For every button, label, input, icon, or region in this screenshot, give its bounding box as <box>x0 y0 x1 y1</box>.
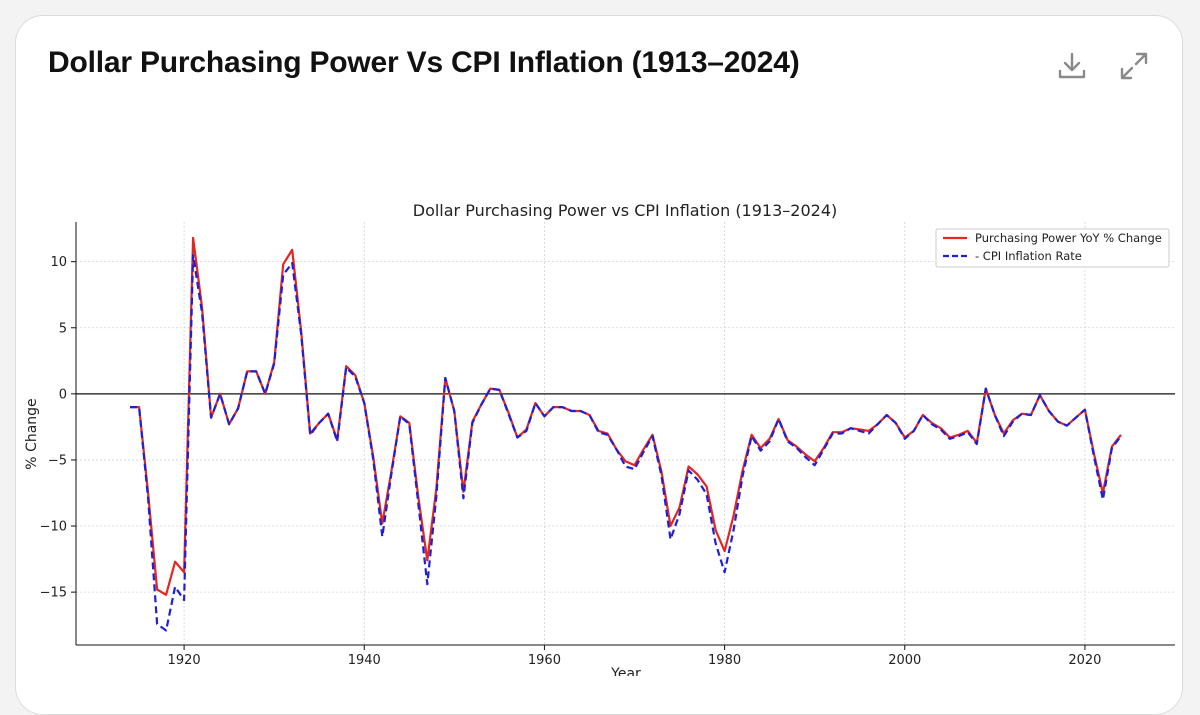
y-tick-label: 0 <box>59 387 67 402</box>
expand-icon <box>1120 52 1148 80</box>
x-axis-label: Year <box>610 666 641 676</box>
y-tick-label: 10 <box>50 255 67 270</box>
download-icon <box>1058 52 1086 79</box>
x-tick-label: 2020 <box>1068 653 1101 668</box>
series-lines <box>130 236 1122 632</box>
y-tick-label: −10 <box>40 520 67 535</box>
series-line-cpi-inflation <box>130 253 1122 632</box>
y-tick-label: −15 <box>40 586 67 601</box>
legend-label-cpi-inflation: - CPI Inflation Rate <box>975 249 1082 263</box>
legend-box <box>935 228 1170 268</box>
series-line-purchasing-power <box>130 236 1122 596</box>
chart: Dollar Purchasing Power vs CPI Inflation… <box>24 201 1175 676</box>
x-tick-label: 1960 <box>528 653 561 668</box>
expand-button[interactable] <box>1114 46 1154 86</box>
legend-label-purchasing-power: Purchasing Power YoY % Change <box>975 231 1162 245</box>
download-button[interactable] <box>1052 46 1092 86</box>
legend: Purchasing Power YoY % Change - CPI Infl… <box>935 228 1170 268</box>
y-tick-label: −5 <box>48 453 67 468</box>
x-tick-label: 2000 <box>888 653 921 668</box>
card-title: Dollar Purchasing Power Vs CPI Inflation… <box>48 46 800 79</box>
axes: 1920 1940 1960 1980 2000 2020 10 5 0 −5 −10 −15 <box>40 222 1175 668</box>
x-tick-label: 1980 <box>708 653 741 668</box>
chart-card: Dollar Purchasing Power Vs CPI Inflation… <box>15 15 1183 715</box>
grid-lines <box>76 222 1175 645</box>
x-tick-label: 1920 <box>168 653 201 668</box>
y-axis-label: % Change <box>24 398 40 469</box>
y-tick-label: 5 <box>59 321 67 336</box>
chart-title: Dollar Purchasing Power vs CPI Inflation… <box>413 201 837 220</box>
x-tick-label: 1940 <box>348 653 381 668</box>
